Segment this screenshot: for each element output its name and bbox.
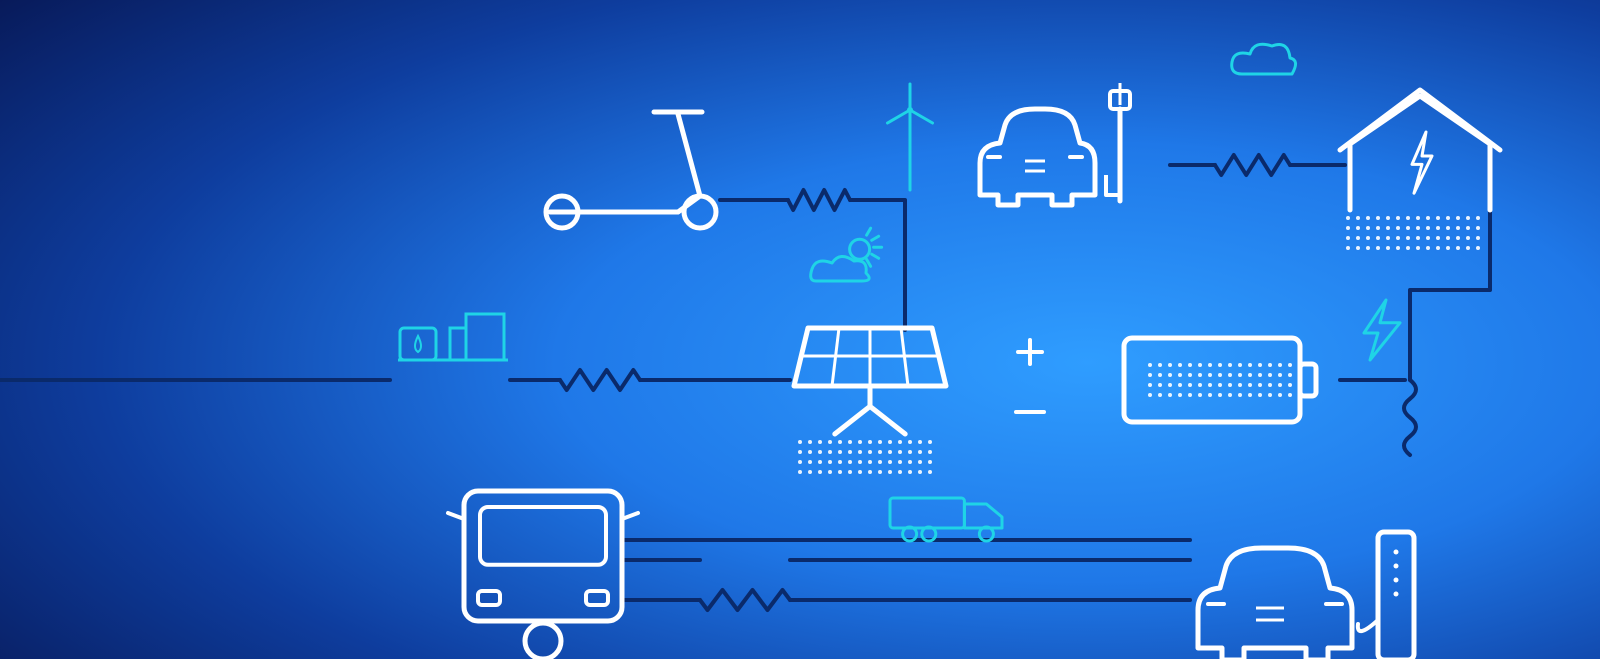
energy-mobility-infographic [0, 0, 1600, 659]
infographic-svg [0, 0, 1600, 659]
